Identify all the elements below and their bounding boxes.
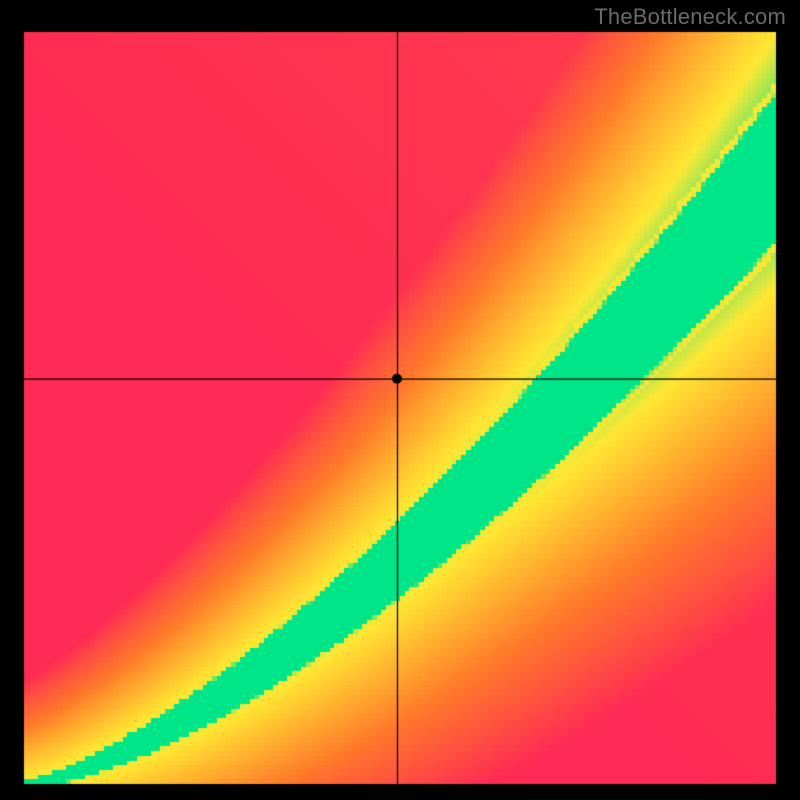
watermark-label: TheBottleneck.com — [594, 4, 786, 30]
crosshair-overlay — [0, 0, 800, 800]
chart-container: TheBottleneck.com — [0, 0, 800, 800]
